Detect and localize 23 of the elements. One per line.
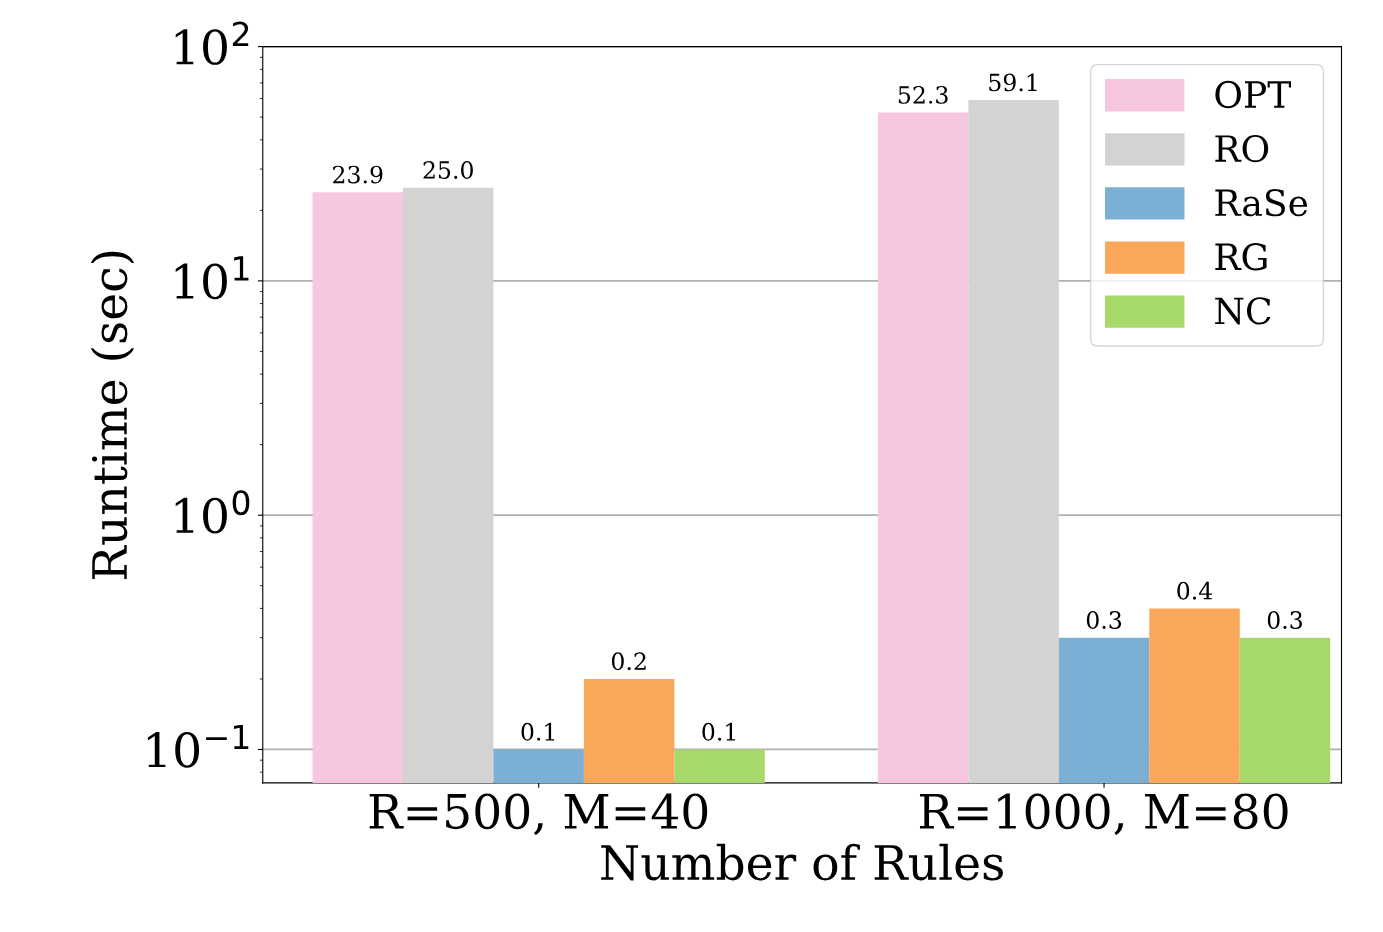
data-label: 0.1 [521, 722, 555, 741]
data-label: 52.3 [898, 85, 948, 104]
legend-label: RG [1215, 243, 1267, 271]
y-tick-label: 10$^{2}$ [175, 21, 249, 65]
legend-label: RO [1215, 134, 1269, 163]
legend-label: OPT [1215, 80, 1291, 109]
data-label: 0.3 [1086, 611, 1122, 629]
y-tick-label: 10$^{1}$ [175, 256, 249, 300]
x-tick-label: R=1000, M=80 [919, 793, 1288, 835]
y-axis-title: Runtime (sec) [90, 251, 135, 579]
data-label: 0.1 [702, 722, 736, 741]
data-label: 59.1 [989, 73, 1037, 92]
data-label: 25.0 [423, 161, 473, 179]
legend-label: RaSe [1215, 189, 1308, 217]
legend-label: NC [1215, 297, 1271, 325]
data-label: 0.2 [611, 652, 646, 671]
data-label: 23.9 [333, 165, 383, 184]
x-tick-label: R=500, M=40 [369, 793, 708, 835]
y-tick-label: 10$^{−1}$ [147, 724, 249, 768]
data-label: 0.4 [1177, 581, 1213, 600]
data-label: 0.3 [1267, 611, 1302, 629]
x-axis-title: Number of Rules [601, 843, 1003, 881]
y-tick-label: 10$^{0}$ [175, 490, 250, 534]
